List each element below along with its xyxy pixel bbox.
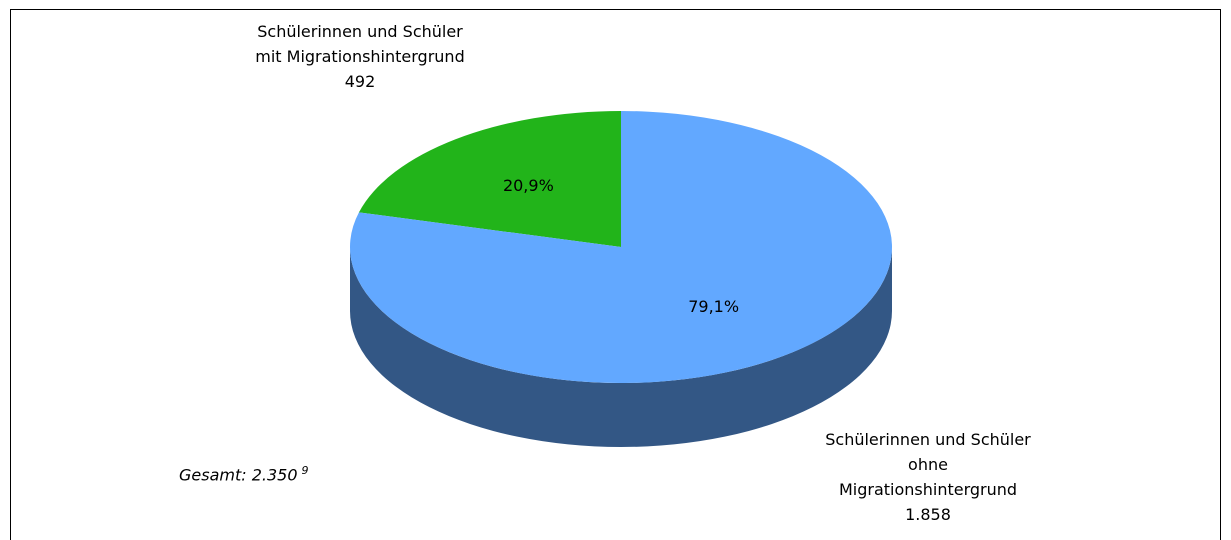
category-count: 492 bbox=[344, 72, 376, 91]
footnote-mark: 9 bbox=[301, 464, 309, 477]
category-label: Schülerinnen und Schüler mit Migrationsh… bbox=[253, 19, 467, 94]
pie-slice bbox=[350, 111, 893, 383]
annotation: Gesamt: 2.350 9 bbox=[179, 464, 309, 484]
category-count: 1.858 bbox=[905, 505, 951, 524]
category-name: Schülerinnen und Schüler ohne Migrations… bbox=[825, 430, 1031, 499]
value-label: 79,1% bbox=[688, 297, 739, 316]
category-label: Schülerinnen und Schüler ohne Migrations… bbox=[821, 427, 1035, 527]
pie-side bbox=[350, 247, 892, 447]
value-label: 20,9% bbox=[503, 176, 554, 195]
category-name: Schülerinnen und Schüler mit Migrationsh… bbox=[255, 22, 465, 66]
annotation-text: Gesamt: 2.350 bbox=[179, 465, 298, 485]
pie-slice bbox=[358, 111, 621, 247]
chart-frame bbox=[10, 9, 1221, 540]
